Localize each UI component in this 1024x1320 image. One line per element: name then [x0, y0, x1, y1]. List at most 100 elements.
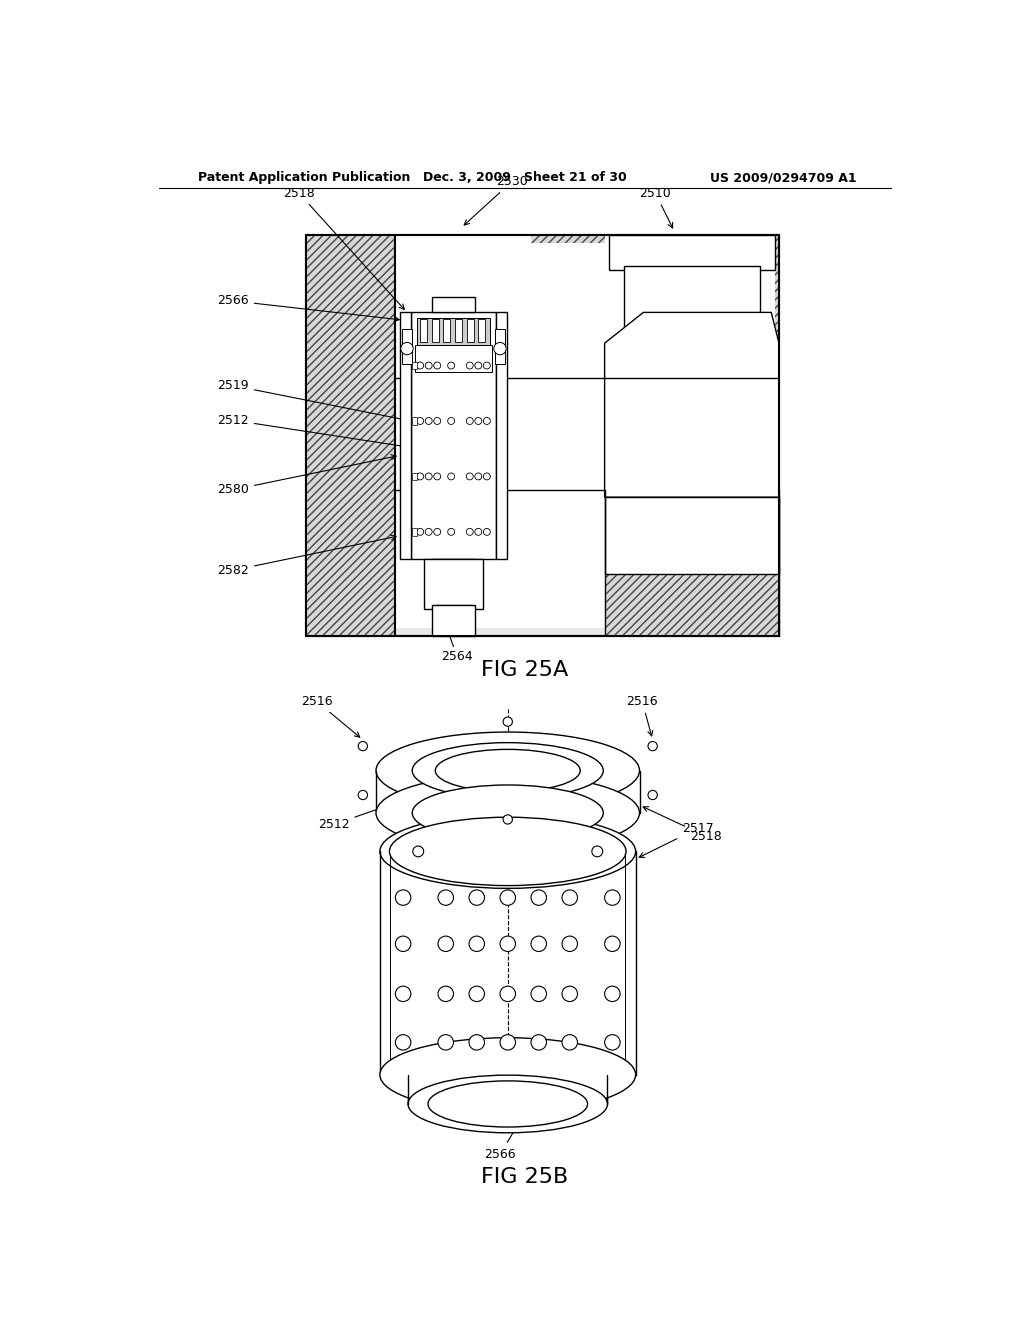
Bar: [417, 318, 489, 345]
Bar: [411, 314, 496, 376]
Bar: [432, 605, 475, 636]
Circle shape: [425, 473, 432, 480]
Circle shape: [562, 1035, 578, 1051]
Circle shape: [417, 362, 424, 370]
Bar: [395, 235, 779, 378]
Circle shape: [592, 846, 603, 857]
Circle shape: [469, 890, 484, 906]
Circle shape: [483, 473, 490, 480]
Bar: [415, 345, 493, 372]
Bar: [414, 397, 494, 411]
Text: 2518: 2518: [283, 186, 404, 309]
Circle shape: [438, 890, 454, 906]
Text: 2510: 2510: [640, 186, 673, 228]
Ellipse shape: [380, 1038, 636, 1111]
Ellipse shape: [376, 733, 640, 809]
Text: 2530: 2530: [464, 176, 528, 224]
Circle shape: [417, 417, 424, 425]
Bar: [306, 235, 779, 636]
Circle shape: [466, 362, 473, 370]
Circle shape: [469, 986, 484, 1002]
Circle shape: [466, 417, 473, 425]
Bar: [467, 319, 474, 342]
Circle shape: [466, 473, 473, 480]
Circle shape: [531, 890, 547, 906]
Bar: [478, 319, 485, 342]
Bar: [413, 362, 417, 370]
Circle shape: [395, 1035, 411, 1051]
Circle shape: [500, 986, 515, 1002]
Circle shape: [475, 528, 481, 536]
Bar: [395, 235, 779, 378]
Text: 2519: 2519: [217, 379, 423, 425]
Circle shape: [562, 890, 578, 906]
Text: 2516: 2516: [627, 694, 658, 735]
Circle shape: [447, 362, 455, 370]
Circle shape: [434, 417, 440, 425]
Text: 2512: 2512: [217, 413, 430, 453]
Polygon shape: [604, 313, 779, 498]
Text: 2518: 2518: [643, 807, 722, 842]
Circle shape: [475, 362, 481, 370]
Circle shape: [483, 528, 490, 536]
Text: 2566: 2566: [217, 294, 399, 322]
Circle shape: [500, 890, 515, 906]
Circle shape: [417, 528, 424, 536]
Circle shape: [447, 417, 455, 425]
Text: 2564: 2564: [441, 649, 473, 663]
Text: 2516: 2516: [301, 694, 359, 737]
Bar: [432, 319, 438, 342]
Circle shape: [434, 473, 440, 480]
Bar: [495, 330, 506, 364]
Circle shape: [358, 742, 368, 751]
Text: 2517: 2517: [639, 822, 714, 858]
Ellipse shape: [428, 1081, 588, 1127]
Bar: [413, 528, 417, 536]
Bar: [401, 330, 413, 364]
Circle shape: [648, 742, 657, 751]
Circle shape: [604, 890, 621, 906]
Circle shape: [604, 936, 621, 952]
Circle shape: [648, 791, 657, 800]
Bar: [496, 313, 507, 558]
Circle shape: [562, 936, 578, 952]
Bar: [424, 558, 483, 609]
Bar: [604, 498, 779, 574]
Bar: [306, 235, 779, 636]
Circle shape: [395, 986, 411, 1002]
Ellipse shape: [376, 775, 640, 851]
Text: US 2009/0294709 A1: US 2009/0294709 A1: [710, 172, 856, 185]
Ellipse shape: [413, 785, 603, 841]
Bar: [395, 235, 531, 378]
Circle shape: [503, 814, 512, 824]
Bar: [443, 319, 451, 342]
Circle shape: [531, 986, 547, 1002]
Bar: [455, 319, 462, 342]
Circle shape: [466, 528, 473, 536]
Circle shape: [494, 342, 506, 355]
Circle shape: [425, 417, 432, 425]
Circle shape: [434, 528, 440, 536]
Bar: [413, 417, 417, 425]
Bar: [395, 243, 604, 628]
Ellipse shape: [435, 750, 581, 792]
Bar: [436, 605, 471, 628]
Circle shape: [475, 417, 481, 425]
Circle shape: [483, 417, 490, 425]
Circle shape: [425, 362, 432, 370]
Text: 2582: 2582: [217, 535, 396, 577]
Bar: [512, 327, 604, 574]
Circle shape: [438, 986, 454, 1002]
Circle shape: [483, 362, 490, 370]
Bar: [420, 319, 427, 342]
Circle shape: [531, 936, 547, 952]
Text: 2580: 2580: [217, 454, 396, 496]
Circle shape: [417, 473, 424, 480]
Circle shape: [604, 1035, 621, 1051]
Circle shape: [438, 936, 454, 952]
Bar: [432, 558, 475, 574]
Circle shape: [395, 890, 411, 906]
Circle shape: [447, 473, 455, 480]
Circle shape: [469, 936, 484, 952]
Bar: [413, 473, 417, 480]
